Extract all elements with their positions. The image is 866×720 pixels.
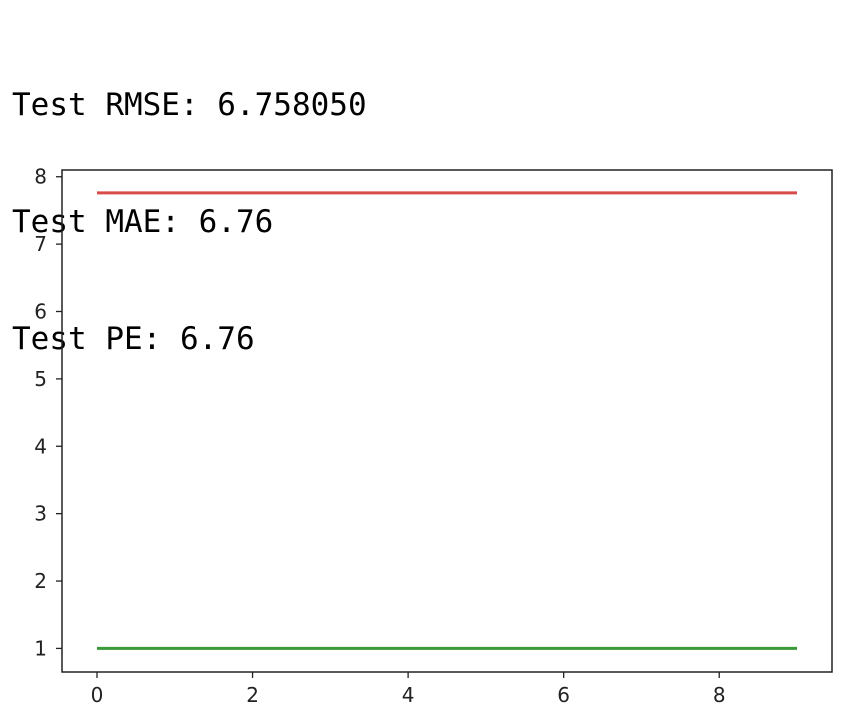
rmse-output-line: Test RMSE: 6.758050 — [12, 87, 367, 123]
cell-output: Test RMSE: 6.758050 Test MAE: 6.76 Test … — [12, 8, 367, 398]
y-tick-label-2: 3 — [34, 502, 47, 526]
y-tick-label-0: 1 — [34, 636, 47, 660]
mae-output-line: Test MAE: 6.76 — [12, 204, 274, 240]
ticks-layer: 0 2 4 6 8 1 2 3 4 5 6 7 8 — [34, 165, 725, 707]
axes-frame — [61, 169, 833, 673]
x-tick-label-1: 2 — [246, 683, 259, 707]
x-tick-label-3: 6 — [557, 683, 570, 707]
y-tick-label-6: 7 — [34, 232, 47, 256]
y-tick-label-3: 4 — [34, 434, 47, 458]
x-tick-label-0: 0 — [91, 683, 104, 707]
y-tick-label-4: 5 — [34, 367, 47, 391]
series-layer — [97, 191, 797, 650]
y-tick-label-5: 6 — [34, 300, 47, 324]
y-tick-label-1: 2 — [34, 569, 47, 593]
x-tick-label-2: 4 — [402, 683, 415, 707]
x-tick-label-4: 8 — [713, 683, 726, 707]
pe-output-line: Test PE: 6.76 — [12, 321, 255, 357]
y-tick-label-7: 8 — [34, 165, 47, 189]
